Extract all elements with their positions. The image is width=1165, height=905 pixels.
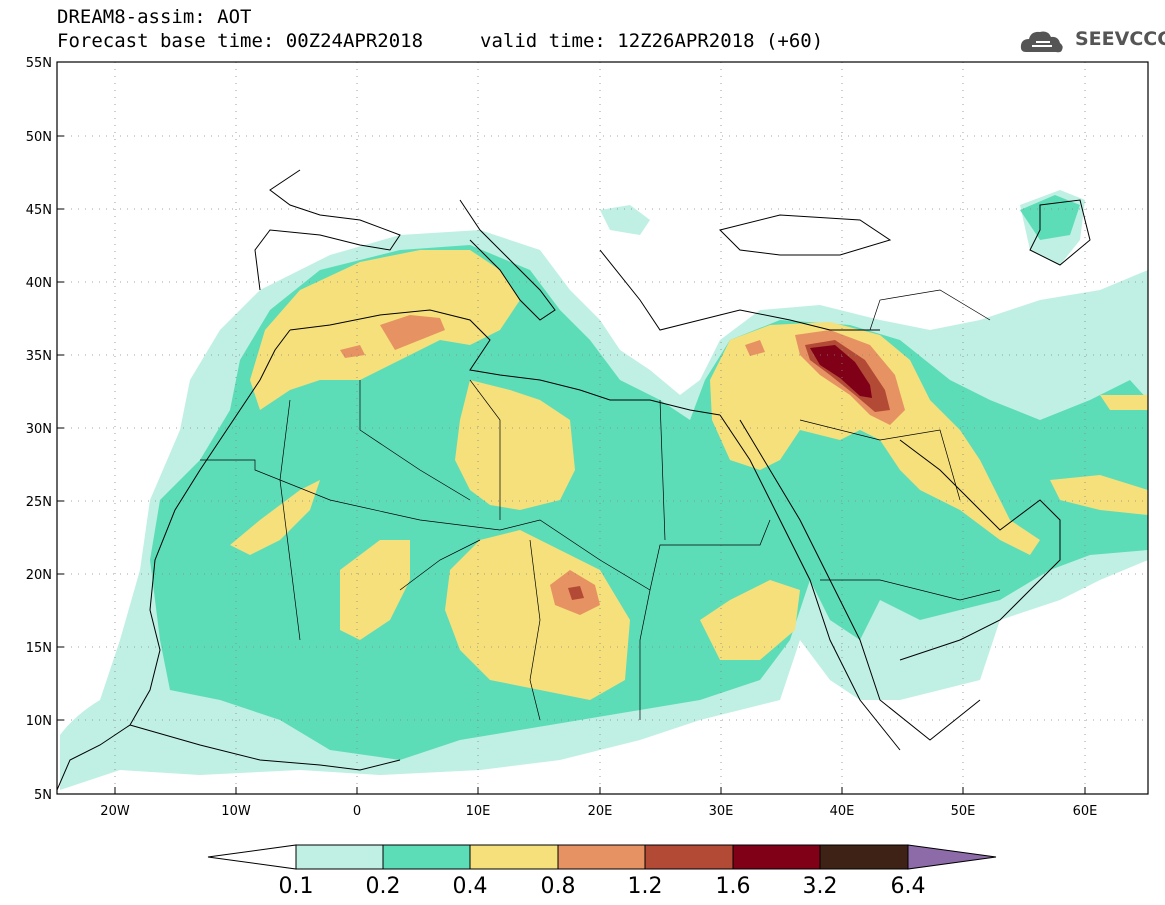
lon-label-50e: 50E — [951, 804, 976, 819]
coast-red-sea-west — [719, 414, 901, 751]
lat-label-50n: 50N — [26, 130, 52, 145]
contour-1.2-chad — [568, 586, 584, 600]
contour-0.4-sudan — [700, 580, 800, 660]
lon-label-20e: 20E — [588, 804, 613, 819]
contour-0.4-mali — [340, 540, 410, 640]
lat-label-25n: 25N — [26, 495, 52, 510]
lat-label-55n: 55N — [26, 56, 52, 71]
lon-labels: 20W 10W 0 10E 20E 30E 40E 50E 60E — [100, 804, 1097, 819]
contour-0.4-mideast — [710, 322, 1040, 555]
colorbar-low-triangle — [207, 844, 297, 870]
colorbar: 0.1 0.2 0.4 0.8 1.2 1.6 3.2 6.4 — [207, 844, 997, 899]
logo-text: SEEVCCC — [1075, 28, 1165, 50]
legend-label-0.8: 0.8 — [541, 874, 576, 899]
lat-label-40n: 40N — [26, 276, 52, 291]
lon-label-20w: 20W — [100, 804, 130, 819]
colorbar-swatch-2 — [382, 844, 471, 870]
colorbar-swatch-7 — [819, 844, 909, 870]
coast-greece-turkey — [599, 249, 880, 331]
legend-label-3.2: 3.2 — [803, 874, 838, 899]
colorbar-swatch-4 — [557, 844, 646, 870]
lat-label-5n: 5N — [34, 788, 52, 803]
coast-iberia — [254, 169, 401, 291]
contour-0.1-cyprus — [600, 205, 650, 235]
lon-label-30e: 30E — [709, 804, 734, 819]
coast-italy — [459, 199, 556, 321]
contour-0.4-oman — [1050, 475, 1148, 515]
coast-caspian — [1029, 199, 1091, 266]
legend-label-0.1: 0.1 — [279, 874, 314, 899]
colorbar-high-triangle — [907, 844, 997, 870]
lon-label-0: 0 — [353, 804, 361, 819]
contour-0.4-chad — [445, 530, 630, 700]
contour-0.8-levant — [745, 340, 765, 356]
coast-arabia — [899, 439, 1061, 661]
contour-0.4-sahel — [230, 480, 320, 555]
lon-label-40e: 40E — [830, 804, 855, 819]
legend-label-1.2: 1.2 — [628, 874, 663, 899]
valid-time: valid time: 12Z26APR2018 (+60) — [480, 30, 824, 52]
lat-label-30n: 30N — [26, 422, 52, 437]
colorbar-swatch-6 — [732, 844, 821, 870]
lat-label-10n: 10N — [26, 714, 52, 729]
legend-label-0.2: 0.2 — [366, 874, 401, 899]
lon-label-10e: 10E — [466, 804, 491, 819]
coast-black-sea — [719, 214, 892, 256]
colorbar-swatch-5 — [644, 844, 734, 870]
legend-label-1.6: 1.6 — [716, 874, 751, 899]
borders — [200, 289, 1001, 721]
contour-0.4-libya — [455, 380, 575, 510]
coast-west-africa — [57, 329, 291, 791]
tick-marks — [57, 61, 1086, 795]
coast-gulf-guinea — [129, 724, 401, 771]
cloud-icon — [1020, 31, 1063, 53]
lat-label-35n: 35N — [26, 349, 52, 364]
colorbar-swatch-3 — [469, 844, 559, 870]
map-title: DREAM8-assim: AOT — [57, 6, 252, 28]
contour-1.6-iraq — [810, 345, 872, 398]
coastlines — [57, 169, 1091, 791]
lon-label-10w: 10W — [221, 804, 251, 819]
lat-labels: 55N 50N 45N 40N 35N 30N 25N 20N 15N 10N … — [26, 56, 52, 803]
contour-0.2-gulf — [1020, 195, 1080, 240]
coast-red-sea — [739, 419, 981, 741]
aot-contours — [60, 190, 1148, 790]
lat-label-45n: 45N — [26, 203, 52, 218]
legend-label-6.4: 6.4 — [891, 874, 926, 899]
legend-label-0.4: 0.4 — [453, 874, 488, 899]
colorbar-swatch-1 — [295, 844, 384, 870]
contour-0.4-persia — [1100, 395, 1148, 410]
lat-label-15n: 15N — [26, 641, 52, 656]
graticule — [57, 62, 1148, 794]
lon-label-60e: 60E — [1073, 804, 1098, 819]
contour-0.8-atlas — [380, 315, 445, 350]
forecast-base-time: Forecast base time: 00Z24APR2018 — [57, 30, 424, 52]
lat-label-20n: 20N — [26, 568, 52, 583]
coast-north-africa — [289, 309, 721, 416]
